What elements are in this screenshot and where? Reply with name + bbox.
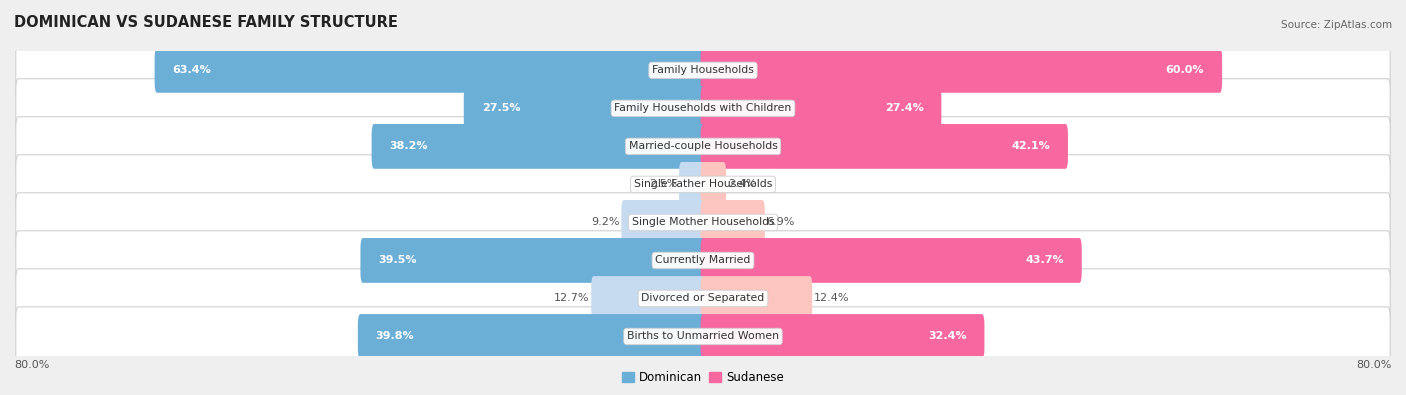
- FancyBboxPatch shape: [15, 41, 1391, 100]
- FancyBboxPatch shape: [15, 79, 1391, 138]
- Text: 42.1%: 42.1%: [1011, 141, 1050, 151]
- FancyBboxPatch shape: [15, 193, 1391, 252]
- Text: 80.0%: 80.0%: [1357, 360, 1392, 370]
- FancyBboxPatch shape: [700, 124, 1069, 169]
- Legend: Dominican, Sudanese: Dominican, Sudanese: [617, 367, 789, 389]
- Text: 27.5%: 27.5%: [482, 103, 520, 113]
- FancyBboxPatch shape: [15, 117, 1391, 176]
- FancyBboxPatch shape: [700, 86, 942, 131]
- Text: 38.2%: 38.2%: [389, 141, 427, 151]
- FancyBboxPatch shape: [700, 200, 765, 245]
- Text: 12.4%: 12.4%: [814, 293, 849, 303]
- FancyBboxPatch shape: [359, 314, 706, 359]
- Text: 32.4%: 32.4%: [928, 331, 966, 342]
- FancyBboxPatch shape: [371, 124, 706, 169]
- FancyBboxPatch shape: [679, 162, 706, 207]
- FancyBboxPatch shape: [700, 162, 725, 207]
- Text: Source: ZipAtlas.com: Source: ZipAtlas.com: [1281, 21, 1392, 30]
- Text: 63.4%: 63.4%: [173, 65, 211, 75]
- Text: Single Mother Households: Single Mother Households: [631, 217, 775, 228]
- Text: 80.0%: 80.0%: [14, 360, 49, 370]
- Text: 60.0%: 60.0%: [1166, 65, 1204, 75]
- Text: 39.8%: 39.8%: [375, 331, 415, 342]
- Text: 39.5%: 39.5%: [378, 256, 416, 265]
- Text: 27.4%: 27.4%: [884, 103, 924, 113]
- FancyBboxPatch shape: [15, 307, 1391, 366]
- Text: 2.5%: 2.5%: [648, 179, 678, 190]
- FancyBboxPatch shape: [15, 269, 1391, 328]
- FancyBboxPatch shape: [700, 314, 984, 359]
- Text: 43.7%: 43.7%: [1025, 256, 1064, 265]
- Text: 9.2%: 9.2%: [591, 217, 620, 228]
- Text: 6.9%: 6.9%: [766, 217, 796, 228]
- FancyBboxPatch shape: [360, 238, 706, 283]
- FancyBboxPatch shape: [700, 238, 1081, 283]
- FancyBboxPatch shape: [592, 276, 706, 321]
- Text: Single Father Households: Single Father Households: [634, 179, 772, 190]
- FancyBboxPatch shape: [700, 48, 1222, 93]
- Text: 12.7%: 12.7%: [554, 293, 589, 303]
- Text: Family Households with Children: Family Households with Children: [614, 103, 792, 113]
- Text: DOMINICAN VS SUDANESE FAMILY STRUCTURE: DOMINICAN VS SUDANESE FAMILY STRUCTURE: [14, 15, 398, 30]
- FancyBboxPatch shape: [621, 200, 706, 245]
- Text: Currently Married: Currently Married: [655, 256, 751, 265]
- Text: Family Households: Family Households: [652, 65, 754, 75]
- Text: 2.4%: 2.4%: [728, 179, 756, 190]
- FancyBboxPatch shape: [155, 48, 706, 93]
- Text: Births to Unmarried Women: Births to Unmarried Women: [627, 331, 779, 342]
- Text: Married-couple Households: Married-couple Households: [628, 141, 778, 151]
- FancyBboxPatch shape: [15, 155, 1391, 214]
- FancyBboxPatch shape: [15, 231, 1391, 290]
- Text: Divorced or Separated: Divorced or Separated: [641, 293, 765, 303]
- FancyBboxPatch shape: [464, 86, 706, 131]
- FancyBboxPatch shape: [700, 276, 813, 321]
